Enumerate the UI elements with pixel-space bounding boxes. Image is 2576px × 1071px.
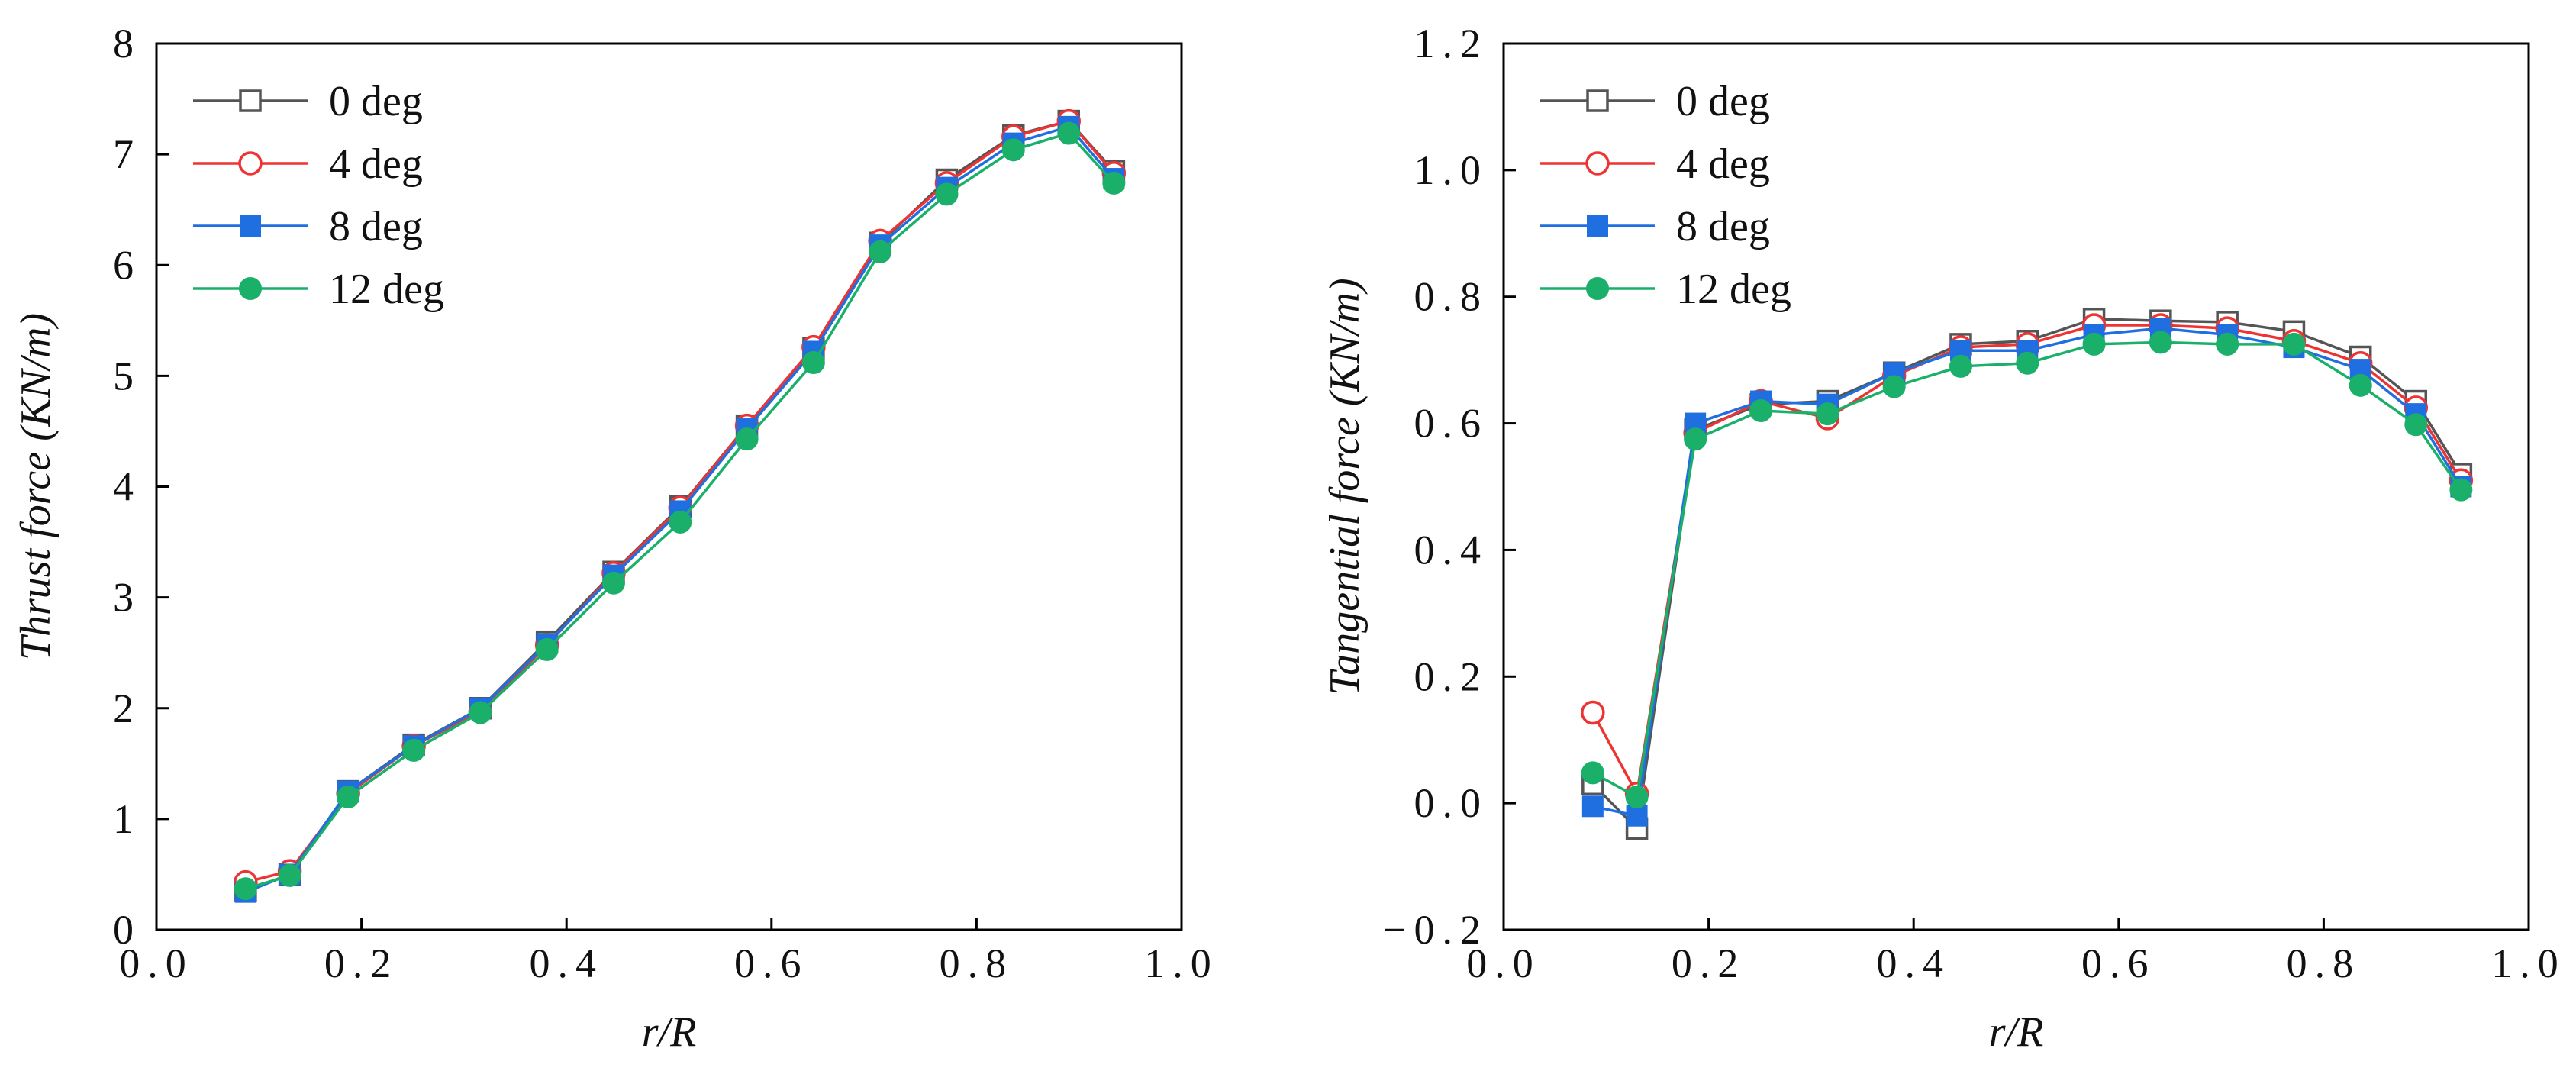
data-point [735, 427, 759, 451]
data-point [2404, 413, 2428, 437]
data-point [1882, 375, 1906, 398]
y-tick-label: 2 [113, 686, 141, 731]
legend: 0 deg 4 deg 8 deg 12 deg [1540, 78, 1791, 313]
data-point [469, 701, 492, 724]
x-tick-label: 1.0 [1144, 940, 1219, 986]
legend-marker [1585, 151, 1610, 176]
data-point [1684, 427, 1707, 451]
y-tick-label: −0.2 [1383, 907, 1488, 953]
data-point [1581, 761, 1604, 785]
data-point [234, 877, 257, 901]
data-point [278, 863, 301, 887]
legend-label: 0 deg [329, 78, 423, 125]
x-tick-label: 0.2 [1672, 940, 1746, 986]
data-point [2282, 332, 2306, 356]
legend-marker [239, 89, 262, 112]
data-point [2216, 332, 2239, 356]
data-point [337, 785, 360, 808]
plot-frame [1502, 42, 2530, 931]
y-tick-label: 5 [113, 353, 141, 398]
y-axis-title: Thrust force (KN/m) [12, 313, 60, 660]
x-tick-label: 0.6 [2081, 940, 2156, 986]
y-tick-label: 3 [113, 575, 141, 621]
legend-label: 12 deg [329, 266, 444, 313]
y-tick-label: 0 [113, 907, 141, 953]
x-tick-label: 0.6 [734, 940, 809, 986]
data-point [869, 240, 892, 263]
data-point [2082, 332, 2106, 356]
legend-marker [1586, 277, 1609, 300]
data-point [669, 510, 692, 534]
data-point [1626, 805, 1648, 827]
data-point [601, 571, 625, 595]
x-tick-label: 0.8 [940, 940, 1014, 986]
legend-marker [1586, 89, 1609, 112]
y-tick-label: 0.4 [1414, 527, 1489, 573]
x-tick-label: 0.8 [2287, 940, 2362, 986]
x-tick-label: 0.2 [324, 940, 399, 986]
legend-label: 12 deg [1676, 266, 1791, 313]
data-point [1057, 121, 1081, 145]
legend-marker [238, 151, 263, 176]
data-point [801, 350, 825, 374]
legend-marker [239, 277, 262, 300]
y-tick-label: 4 [113, 464, 141, 510]
data-point [1001, 138, 1025, 162]
series-line [1591, 317, 2462, 831]
x-tick-label: 0.4 [529, 940, 604, 986]
data-point [1581, 700, 1605, 725]
data-point [1949, 354, 1972, 378]
series-line [1591, 324, 2462, 795]
series-line [1592, 340, 2462, 798]
series-8-deg [1581, 318, 2472, 827]
x-tick-label: 0.0 [1466, 940, 1541, 986]
legend-label: 4 deg [329, 140, 423, 188]
y-tick-label: 8 [113, 21, 141, 66]
legend-label: 4 deg [1676, 140, 1770, 188]
series-12-deg [234, 121, 1126, 901]
series-0-deg [1581, 307, 2473, 840]
data-point [2449, 478, 2473, 502]
data-point [2349, 373, 2372, 397]
y-tick-label: 1 [113, 796, 141, 842]
series-4-deg [1581, 313, 2474, 806]
y-tick-label: 1.2 [1414, 21, 1489, 66]
y-tick-label: 7 [113, 131, 141, 177]
y-tick-label: 1.0 [1414, 147, 1489, 193]
data-point [402, 738, 426, 762]
y-tick-label: 0.6 [1414, 401, 1489, 447]
data-point [2016, 351, 2039, 375]
y-tick-label: 0.0 [1414, 780, 1489, 826]
x-axis-title: r/R [1989, 1008, 2044, 1056]
y-tick-label: 0.8 [1414, 274, 1489, 320]
data-point [1102, 171, 1126, 195]
series-line [1592, 327, 2462, 818]
x-axis-title: r/R [642, 1008, 697, 1056]
legend: 0 deg 4 deg 8 deg 12 deg [193, 78, 444, 313]
data-point [1581, 795, 1604, 818]
data-point [2149, 331, 2172, 354]
legend-label: 8 deg [1676, 203, 1770, 250]
legend-marker [1587, 215, 1608, 237]
thrust-force-chart: 0.0 0.2 0.4 0.6 0.8 1.0 0 1 2 3 4 5 6 7 8 r/R Thrust for… [12, 21, 1219, 1056]
x-tick-label: 0.4 [1876, 940, 1951, 986]
y-tick-label: 0.2 [1414, 653, 1489, 699]
y-tick-label: 6 [113, 242, 141, 288]
legend-marker [240, 215, 261, 237]
legend-label: 0 deg [1676, 78, 1770, 125]
x-tick-label: 1.0 [2491, 940, 2566, 986]
tangential-force-chart: 0.0 0.2 0.4 0.6 0.8 1.0−0.20.00.20.40.60.81.0… [1321, 21, 2566, 1056]
series-12-deg [1581, 331, 2473, 808]
plot-frame [155, 42, 1183, 931]
data-point [935, 182, 959, 206]
data-point [1816, 402, 1839, 426]
data-point [1749, 398, 1773, 422]
x-tick-label: 0.0 [119, 940, 194, 986]
data-point [535, 637, 559, 661]
data-point [1625, 785, 1649, 808]
y-axis-title: Tangential force (KN/m) [1321, 278, 1369, 695]
legend-label: 8 deg [329, 203, 423, 250]
